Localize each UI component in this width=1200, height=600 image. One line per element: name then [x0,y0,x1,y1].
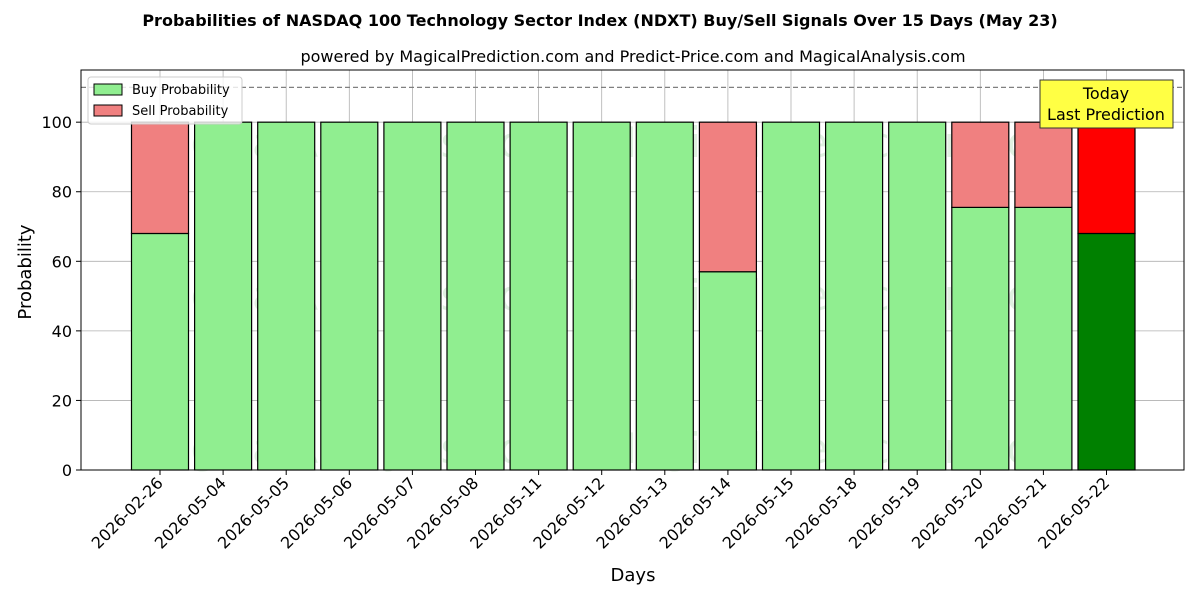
legend: Buy Probability Sell Probability [87,76,243,125]
buy-bar [1077,232,1136,471]
sell-bar [698,121,758,273]
legend-swatch [93,83,123,96]
bars [130,121,1136,471]
y-tick-label: 80 [52,183,72,202]
annotation-text: Last Prediction [1047,105,1165,124]
chart-title: Probabilities of NASDAQ 100 Technology S… [142,11,1057,30]
y-tick-label: 20 [52,391,72,410]
annotation-box [1039,79,1174,129]
today-annotation: Today Last Prediction [1039,79,1174,129]
x-axis-label: Days [611,565,656,586]
y-axis-ticks: 0 20 40 60 80 100 [41,113,81,480]
sell-bar [1014,121,1073,208]
buy-bar [1014,206,1073,471]
buy-bar [130,232,190,471]
buy-bar [824,121,884,471]
legend-box [87,76,243,125]
buy-bar [509,121,568,471]
y-tick-label: 0 [62,461,72,480]
sell-bar [951,121,1010,208]
legend-label: Sell Probability [132,104,229,119]
sell-bar [1077,121,1136,235]
chart-subtitle: powered by MagicalPrediction.com and Pre… [300,47,965,66]
buy-bar [951,206,1010,471]
plot-frame [80,69,1185,471]
x-axis-ticks: 2026-02-262026-05-042026-05-052026-05-06… [88,470,1113,553]
legend-label: Buy Probability [132,83,230,98]
y-axis-label: Probability [15,224,36,319]
annotation-text: Today [1082,84,1129,103]
buy-bar [761,121,821,471]
buy-bar [635,121,694,471]
buy-bar [888,121,947,471]
buy-bar [446,121,505,471]
buy-bar [383,121,442,471]
buy-bar [698,271,758,471]
y-tick-label: 100 [41,113,72,132]
buy-bar [257,121,316,471]
legend-swatch [93,104,123,117]
y-tick-label: 60 [52,252,72,271]
buy-bar [194,121,253,471]
y-tick-label: 40 [52,322,72,341]
sell-bar [130,121,190,235]
buy-bar [320,121,379,471]
buy-bar [572,121,631,471]
